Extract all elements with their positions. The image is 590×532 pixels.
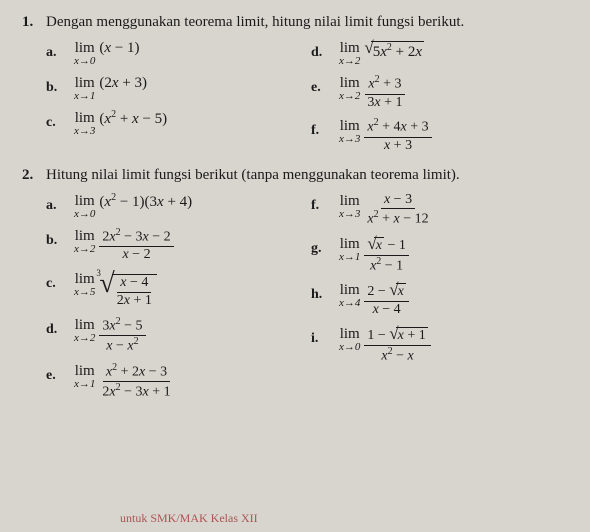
item-expr: limx→0 (x − 1) bbox=[74, 39, 140, 68]
footer-text: untuk SMK/MAK Kelas XII bbox=[120, 511, 258, 526]
right-column: d. limx→2 √5x2 + 2x e. limx→2 x2 + 3 3x … bbox=[311, 39, 568, 161]
expr-text: (2x + 3) bbox=[99, 74, 147, 92]
left-column: a. limx→0 (x2 − 1)(3x + 4) b. limx→2 2x2… bbox=[46, 192, 303, 408]
item-expr: limx→3 (x2 + x − 5) bbox=[74, 109, 167, 138]
sqrt: √5x2 + 2x bbox=[364, 39, 424, 61]
item-1a: a. limx→0 (x − 1) bbox=[46, 39, 303, 68]
item-label: a. bbox=[46, 192, 74, 214]
item-expr: limx→0 1 − √x + 1 x2 − x bbox=[339, 325, 431, 365]
fraction: x2 + 4x + 3 x + 3 bbox=[364, 117, 431, 154]
expr-text: (x2 + x − 5) bbox=[99, 109, 167, 128]
item-label: d. bbox=[46, 316, 74, 338]
item-expr: limx→1 √x − 1 x2 − 1 bbox=[339, 235, 409, 275]
item-expr: limx→3 x2 + 4x + 3 x + 3 bbox=[339, 117, 432, 154]
item-1c: c. limx→3 (x2 + x − 5) bbox=[46, 109, 303, 138]
item-expr: limx→0 (x2 − 1)(3x + 4) bbox=[74, 192, 192, 221]
problem-prompt: Dengan menggunakan teorema limit, hitung… bbox=[46, 14, 568, 31]
fraction: 2x2 − 3x − 2 x − 2 bbox=[99, 227, 173, 264]
fraction: 1 − √x + 1 x2 − x bbox=[364, 325, 430, 365]
expr-text: (x − 1) bbox=[99, 39, 139, 57]
item-expr: limx→2 √5x2 + 2x bbox=[339, 39, 424, 68]
item-expr: limx→5 3 √ x − 42x + 1 bbox=[74, 270, 157, 310]
item-expr: limx→2 x2 + 3 3x + 1 bbox=[339, 74, 406, 111]
fraction: x2 + 3 3x + 1 bbox=[364, 74, 405, 111]
problem-body: Hitung nilai limit fungsi berikut (tanpa… bbox=[46, 167, 568, 408]
problem-1: 1. Dengan menggunakan teorema limit, hit… bbox=[22, 14, 568, 161]
item-2e: e. limx→1 x2 + 2x − 3 2x2 − 3x + 1 bbox=[46, 362, 303, 402]
item-label: h. bbox=[311, 281, 339, 303]
items-columns: a. limx→0 (x2 − 1)(3x + 4) b. limx→2 2x2… bbox=[46, 192, 568, 408]
item-label: g. bbox=[311, 235, 339, 257]
item-expr: limx→2 2x2 − 3x − 2 x − 2 bbox=[74, 227, 174, 264]
item-label: b. bbox=[46, 227, 74, 249]
item-expr: limx→4 2 − √x x − 4 bbox=[339, 281, 409, 319]
item-2i: i. limx→0 1 − √x + 1 x2 − x bbox=[311, 325, 568, 365]
item-2g: g. limx→1 √x − 1 x2 − 1 bbox=[311, 235, 568, 275]
item-expr: limx→1 (2x + 3) bbox=[74, 74, 147, 103]
item-label: f. bbox=[311, 117, 339, 139]
item-expr: limx→1 x2 + 2x − 3 2x2 − 3x + 1 bbox=[74, 362, 174, 402]
item-label: c. bbox=[46, 270, 74, 292]
item-2b: b. limx→2 2x2 − 3x − 2 x − 2 bbox=[46, 227, 303, 264]
item-label: d. bbox=[311, 39, 339, 61]
expr-text: (x2 − 1)(3x + 4) bbox=[99, 192, 192, 211]
item-1d: d. limx→2 √5x2 + 2x bbox=[311, 39, 568, 68]
item-label: e. bbox=[311, 74, 339, 96]
item-label: f. bbox=[311, 192, 339, 214]
problem-prompt: Hitung nilai limit fungsi berikut (tanpa… bbox=[46, 167, 568, 184]
item-label: b. bbox=[46, 74, 74, 96]
fraction: x2 + 2x − 3 2x2 − 3x + 1 bbox=[99, 362, 173, 402]
fraction: x − 3 x2 + x − 12 bbox=[364, 192, 431, 229]
problem-number: 1. bbox=[22, 14, 46, 161]
fraction: √x − 1 x2 − 1 bbox=[364, 235, 408, 275]
fraction: 3x2 − 5 x − x2 bbox=[99, 316, 145, 356]
item-2c: c. limx→5 3 √ x − 42x + 1 bbox=[46, 270, 303, 310]
problem-2: 2. Hitung nilai limit fungsi berikut (ta… bbox=[22, 167, 568, 408]
item-1e: e. limx→2 x2 + 3 3x + 1 bbox=[311, 74, 568, 111]
item-2h: h. limx→4 2 − √x x − 4 bbox=[311, 281, 568, 319]
left-column: a. limx→0 (x − 1) b. limx→1 (2x + 3) c. bbox=[46, 39, 303, 161]
item-expr: limx→2 3x2 − 5 x − x2 bbox=[74, 316, 146, 356]
cube-root: 3 √ x − 42x + 1 bbox=[99, 270, 157, 310]
item-2d: d. limx→2 3x2 − 5 x − x2 bbox=[46, 316, 303, 356]
item-1f: f. limx→3 x2 + 4x + 3 x + 3 bbox=[311, 117, 568, 154]
item-label: i. bbox=[311, 325, 339, 347]
item-label: c. bbox=[46, 109, 74, 131]
item-1b: b. limx→1 (2x + 3) bbox=[46, 74, 303, 103]
item-label: a. bbox=[46, 39, 74, 61]
fraction: 2 − √x x − 4 bbox=[364, 281, 408, 319]
item-label: e. bbox=[46, 362, 74, 384]
problem-body: Dengan menggunakan teorema limit, hitung… bbox=[46, 14, 568, 161]
right-column: f. limx→3 x − 3 x2 + x − 12 g. limx→1 bbox=[311, 192, 568, 408]
item-expr: limx→3 x − 3 x2 + x − 12 bbox=[339, 192, 432, 229]
problem-number: 2. bbox=[22, 167, 46, 408]
item-2a: a. limx→0 (x2 − 1)(3x + 4) bbox=[46, 192, 303, 221]
item-2f: f. limx→3 x − 3 x2 + x − 12 bbox=[311, 192, 568, 229]
items-columns: a. limx→0 (x − 1) b. limx→1 (2x + 3) c. bbox=[46, 39, 568, 161]
